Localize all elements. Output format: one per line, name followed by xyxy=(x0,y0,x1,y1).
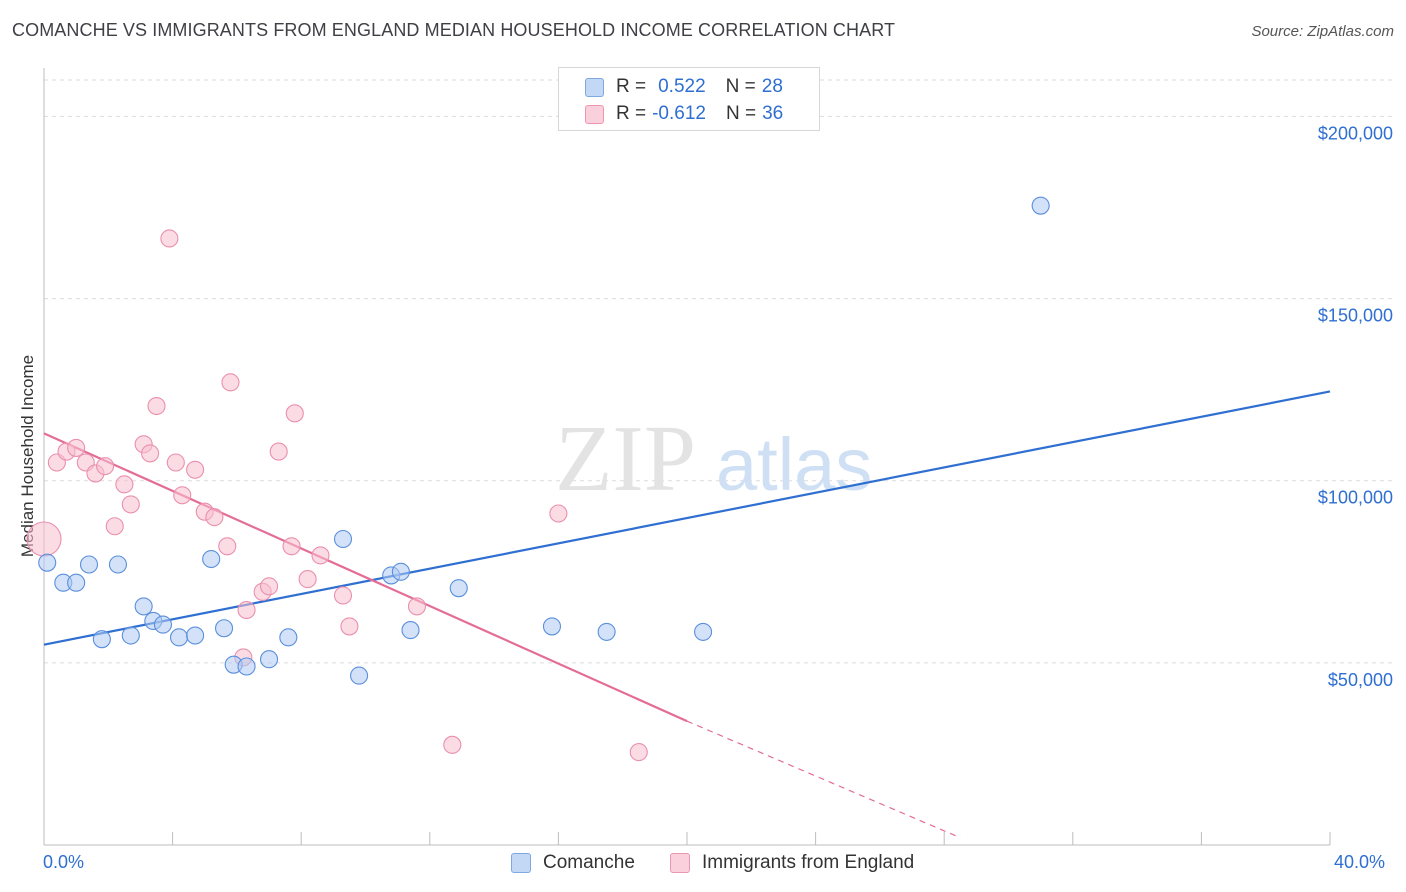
series-swatch-comanche xyxy=(511,853,531,873)
point-england xyxy=(298,570,317,589)
chart-title: COMANCHE VS IMMIGRANTS FROM ENGLAND MEDI… xyxy=(12,20,896,40)
series-legend-comanche: Comanche xyxy=(511,852,635,874)
point-comanche xyxy=(79,555,99,574)
point-comanche xyxy=(202,549,221,569)
point-comanche xyxy=(1031,196,1050,215)
x-axis-min-label: 0.0% xyxy=(43,852,85,872)
point-england xyxy=(173,486,192,505)
legend-swatch-comanche xyxy=(585,77,604,97)
point-england xyxy=(26,521,62,557)
point-comanche xyxy=(214,619,234,638)
point-england xyxy=(166,453,185,472)
point-england xyxy=(105,517,124,536)
watermark-zip: ZIP xyxy=(555,407,696,511)
point-england xyxy=(333,586,353,605)
legend-r-label: R = xyxy=(616,76,647,97)
legend-n-value: 36 xyxy=(762,103,784,124)
series-legend-label: Comanche xyxy=(543,852,635,873)
point-comanche xyxy=(694,622,713,641)
trend-lines xyxy=(43,390,1331,839)
point-comanche xyxy=(597,622,616,641)
point-england xyxy=(340,617,359,636)
legend-row-england: R = -0.612 N = 36 xyxy=(585,102,783,126)
point-england xyxy=(285,404,304,423)
x-axis-max-label: 40.0% xyxy=(1334,852,1386,872)
legend-n-value: 28 xyxy=(761,76,783,97)
point-england xyxy=(96,457,115,476)
point-comanche xyxy=(153,615,173,634)
point-comanche xyxy=(259,650,279,669)
point-comanche xyxy=(279,628,298,647)
point-comanche xyxy=(449,579,468,598)
point-england xyxy=(549,504,568,523)
trend-line-england xyxy=(43,432,688,723)
point-comanche xyxy=(391,562,410,581)
y-tick-label: $100,000 xyxy=(1318,488,1393,508)
point-england xyxy=(221,373,240,392)
series-legend-label: Immigrants from England xyxy=(702,852,915,873)
y-tick-label: $150,000 xyxy=(1318,306,1393,326)
legend-n-label: N = xyxy=(725,103,757,124)
y-tick-labels: $50,000 $100,000 $150,000 $200,000 xyxy=(1318,123,1393,689)
data-points xyxy=(26,196,1050,762)
point-england xyxy=(147,396,166,416)
point-comanche xyxy=(121,626,140,645)
point-comanche xyxy=(401,621,420,640)
point-england xyxy=(407,597,426,616)
point-comanche xyxy=(186,626,205,645)
point-england xyxy=(443,735,462,754)
legend-swatch-england xyxy=(585,104,604,124)
point-england xyxy=(115,475,134,494)
point-comanche xyxy=(542,617,562,636)
series-swatch-england xyxy=(670,853,690,873)
source-label: Source: ZipAtlas.com xyxy=(1251,23,1394,40)
trend-line-comanche xyxy=(43,390,1331,646)
series-legend: Comanche Immigrants from England xyxy=(0,852,1406,878)
y-tick-label: $50,000 xyxy=(1328,670,1393,690)
point-england xyxy=(629,743,648,762)
point-england xyxy=(186,460,205,479)
point-england xyxy=(259,577,279,596)
point-england xyxy=(269,442,288,461)
point-england xyxy=(67,438,86,457)
watermark: ZIP atlas xyxy=(555,407,872,511)
point-england xyxy=(160,229,179,248)
point-england xyxy=(282,537,301,556)
point-comanche xyxy=(67,573,86,592)
legend-r-value: -0.612 xyxy=(652,103,706,124)
point-comanche xyxy=(169,628,189,647)
y-tick-label: $200,000 xyxy=(1318,123,1393,143)
point-comanche xyxy=(108,555,127,574)
point-england xyxy=(237,600,256,620)
point-comanche xyxy=(237,657,256,676)
point-england xyxy=(218,537,237,556)
point-comanche xyxy=(38,553,57,572)
legend-r-label: R = xyxy=(616,103,647,124)
point-comanche xyxy=(350,666,369,685)
watermark-atlas: atlas xyxy=(716,423,872,506)
legend-n-label: N = xyxy=(725,76,756,97)
point-england xyxy=(311,546,330,565)
series-legend-england: Immigrants from England xyxy=(670,852,914,874)
point-comanche xyxy=(134,597,153,616)
point-england xyxy=(141,444,160,463)
point-comanche xyxy=(92,630,111,649)
point-england xyxy=(205,508,224,527)
axes xyxy=(43,68,1331,846)
legend-r-value: 0.522 xyxy=(658,76,706,97)
legend-row-comanche: R = 0.522 N = 28 xyxy=(585,75,783,99)
point-england xyxy=(121,495,140,514)
trend-line-england-extension xyxy=(686,720,961,839)
stats-legend: R = 0.522 N = 28 R = -0.612 N = 36 xyxy=(558,67,820,131)
point-comanche xyxy=(333,529,353,549)
gridlines xyxy=(44,79,1394,664)
